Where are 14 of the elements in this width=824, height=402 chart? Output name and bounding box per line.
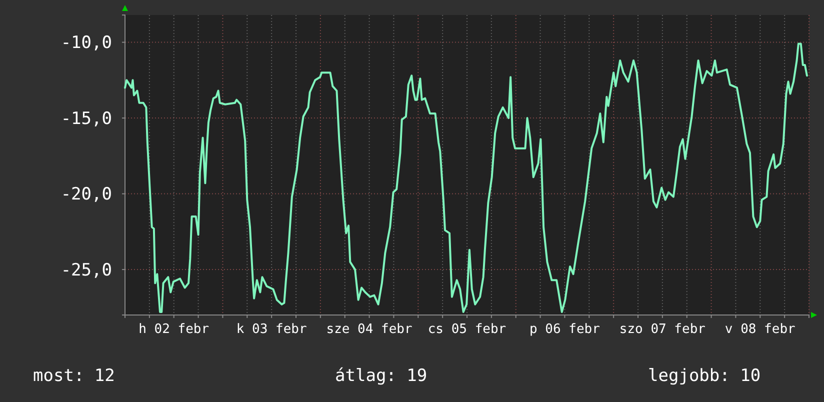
text: legjobb: 10 xyxy=(648,366,761,386)
x-tick-label: h 02 febr xyxy=(138,322,210,338)
x-tick-label: k 03 febr xyxy=(236,322,307,338)
x-tick-label: szo 07 febr xyxy=(619,322,706,338)
x-tick-label: cs 05 febr xyxy=(428,322,506,338)
text: most: 12 xyxy=(33,366,115,386)
y-tick-label: -20,0 xyxy=(60,184,112,205)
y-tick-label: -10,0 xyxy=(60,33,112,54)
x-tick-label: v 08 febr xyxy=(724,322,796,338)
text: átlag: 19 xyxy=(335,366,428,386)
x-tick-label: p 06 febr xyxy=(529,322,600,338)
y-tick-label: -25,0 xyxy=(60,260,112,280)
x-tick-label: sze 04 febr xyxy=(326,322,413,338)
y-tick-label: -15,0 xyxy=(60,108,112,129)
